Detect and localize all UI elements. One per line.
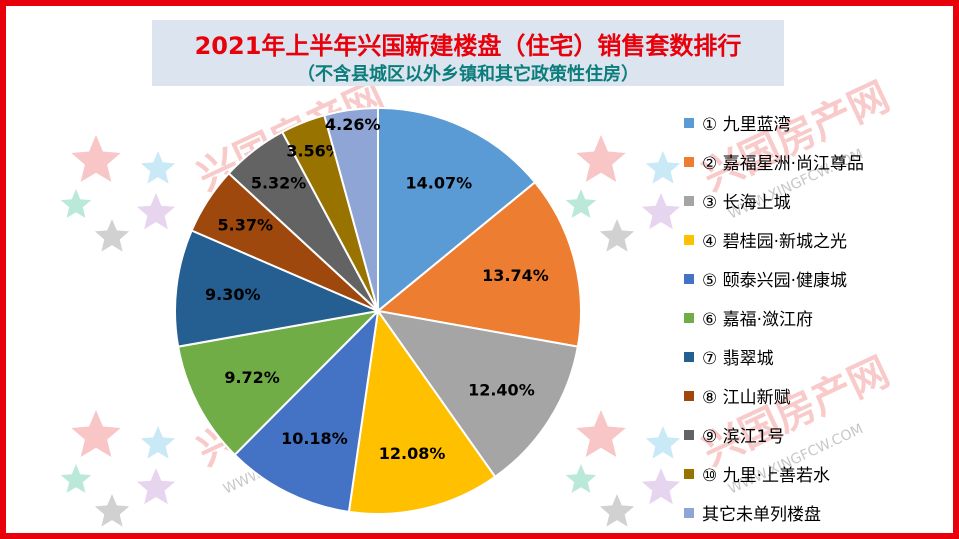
legend-label: ⑦ 翡翠城 xyxy=(702,349,774,369)
pie-slice xyxy=(323,106,379,312)
pie-data-label: 13.74% xyxy=(482,266,549,285)
pie-chart: 14.07% 13.74% 12.40% 12.08% 10.18% 9.72% 9.30%… xyxy=(174,106,582,515)
pie-data-label: 12.40% xyxy=(468,380,535,399)
legend-item: ⑦ 翡翠城 xyxy=(684,340,953,379)
watermark-star-icon xyxy=(576,135,626,182)
legend-item: ③ 长海上城 xyxy=(684,184,953,223)
legend-swatch xyxy=(684,118,694,128)
watermark-star-icon xyxy=(645,426,681,459)
pie-data-label: 9.72% xyxy=(224,368,280,387)
legend-item: ⑤ 颐泰兴园·健康城 xyxy=(684,262,953,301)
title-box: 2021年上半年兴国新建楼盘（住宅）销售套数排行 （不含县城区以外乡镇和其它政策… xyxy=(152,20,784,86)
pie-data-label: 9.30% xyxy=(205,285,261,304)
legend-swatch xyxy=(684,469,694,479)
watermark-star-icon xyxy=(137,468,175,505)
legend-swatch xyxy=(684,508,694,518)
legend-label: ④ 碧桂园·新城之光 xyxy=(702,232,848,252)
pie-slice xyxy=(375,180,582,348)
watermark-star-icon xyxy=(140,151,176,184)
legend-label: ⑥ 嘉福·潋江府 xyxy=(702,310,814,330)
legend-swatch xyxy=(684,391,694,401)
legend-label: ① 九里蓝湾 xyxy=(702,115,791,135)
legend-swatch xyxy=(684,313,694,323)
legend-item: 其它未单列楼盘 xyxy=(684,496,953,533)
watermark-star-icon xyxy=(565,189,597,218)
watermark-star-icon xyxy=(94,494,130,527)
legend-label: ③ 长海上城 xyxy=(702,193,791,213)
watermark-star-icon xyxy=(642,468,680,505)
legend-item: ② 嘉福星洲·尚江尊品 xyxy=(684,145,953,184)
pie-slice xyxy=(233,308,380,514)
pie-slice xyxy=(174,229,382,348)
legend-swatch xyxy=(684,157,694,167)
legend-item: ④ 碧桂园·新城之光 xyxy=(684,223,953,262)
chart-title: 2021年上半年兴国新建楼盘（住宅）销售套数排行 xyxy=(194,32,742,60)
legend-label: ⑩ 九里·上善若水 xyxy=(702,466,831,486)
pie-data-label: 14.07% xyxy=(405,174,472,193)
legend-item: ⑨ 滨江1号 xyxy=(684,418,953,457)
pie-data-label: 5.37% xyxy=(218,216,274,235)
legend-swatch xyxy=(684,430,694,440)
legend-label: ② 嘉福星洲·尚江尊品 xyxy=(702,154,865,174)
pie-slice xyxy=(176,309,381,457)
watermark-star-icon xyxy=(71,410,121,457)
watermark-star-icon xyxy=(60,189,92,218)
pie-data-label: 3.56% xyxy=(286,142,342,161)
pie-data-label: 4.26% xyxy=(325,115,381,134)
legend-item: ① 九里蓝湾 xyxy=(684,106,953,145)
legend-label: ⑨ 滨江1号 xyxy=(702,427,785,447)
watermark-star-icon xyxy=(140,426,176,459)
watermark-star-icon xyxy=(71,135,121,182)
legend-swatch xyxy=(684,196,694,206)
legend-item: ⑩ 九里·上善若水 xyxy=(684,457,953,496)
pie-slice xyxy=(377,106,537,314)
legend-swatch xyxy=(684,274,694,284)
pie-slice xyxy=(375,309,580,479)
legend-swatch xyxy=(684,352,694,362)
legend-label: ⑧ 江山新赋 xyxy=(702,388,791,408)
legend-swatch xyxy=(684,235,694,245)
watermark-star-icon xyxy=(576,410,626,457)
watermark-star-icon xyxy=(94,219,130,252)
pie-data-label: 5.32% xyxy=(251,174,307,193)
watermark-star-icon xyxy=(645,151,681,184)
pie-slice xyxy=(347,308,497,515)
watermark-star-icon xyxy=(599,219,635,252)
chart-legend: ① 九里蓝湾 ② 嘉福星洲·尚江尊品 ③ 长海上城 ④ 碧桂园·新城之光 ⑤ 颐泰兴园·… xyxy=(684,106,953,533)
watermark-star-icon xyxy=(60,464,92,493)
watermark-star-icon xyxy=(565,464,597,493)
watermark-star-icon xyxy=(137,193,175,230)
watermark-star-icon xyxy=(599,494,635,527)
legend-item: ⑥ 嘉福·潋江府 xyxy=(684,301,953,340)
legend-item: ⑧ 江山新赋 xyxy=(684,379,953,418)
chart-subtitle: （不含县城区以外乡镇和其它政策性住房） xyxy=(297,64,639,85)
watermark-star-icon xyxy=(642,193,680,230)
legend-label: ⑤ 颐泰兴园·健康城 xyxy=(702,271,848,291)
legend-label: 其它未单列楼盘 xyxy=(702,505,821,525)
pie-data-label: 12.08% xyxy=(379,444,446,463)
pie-data-label: 10.18% xyxy=(281,429,348,448)
